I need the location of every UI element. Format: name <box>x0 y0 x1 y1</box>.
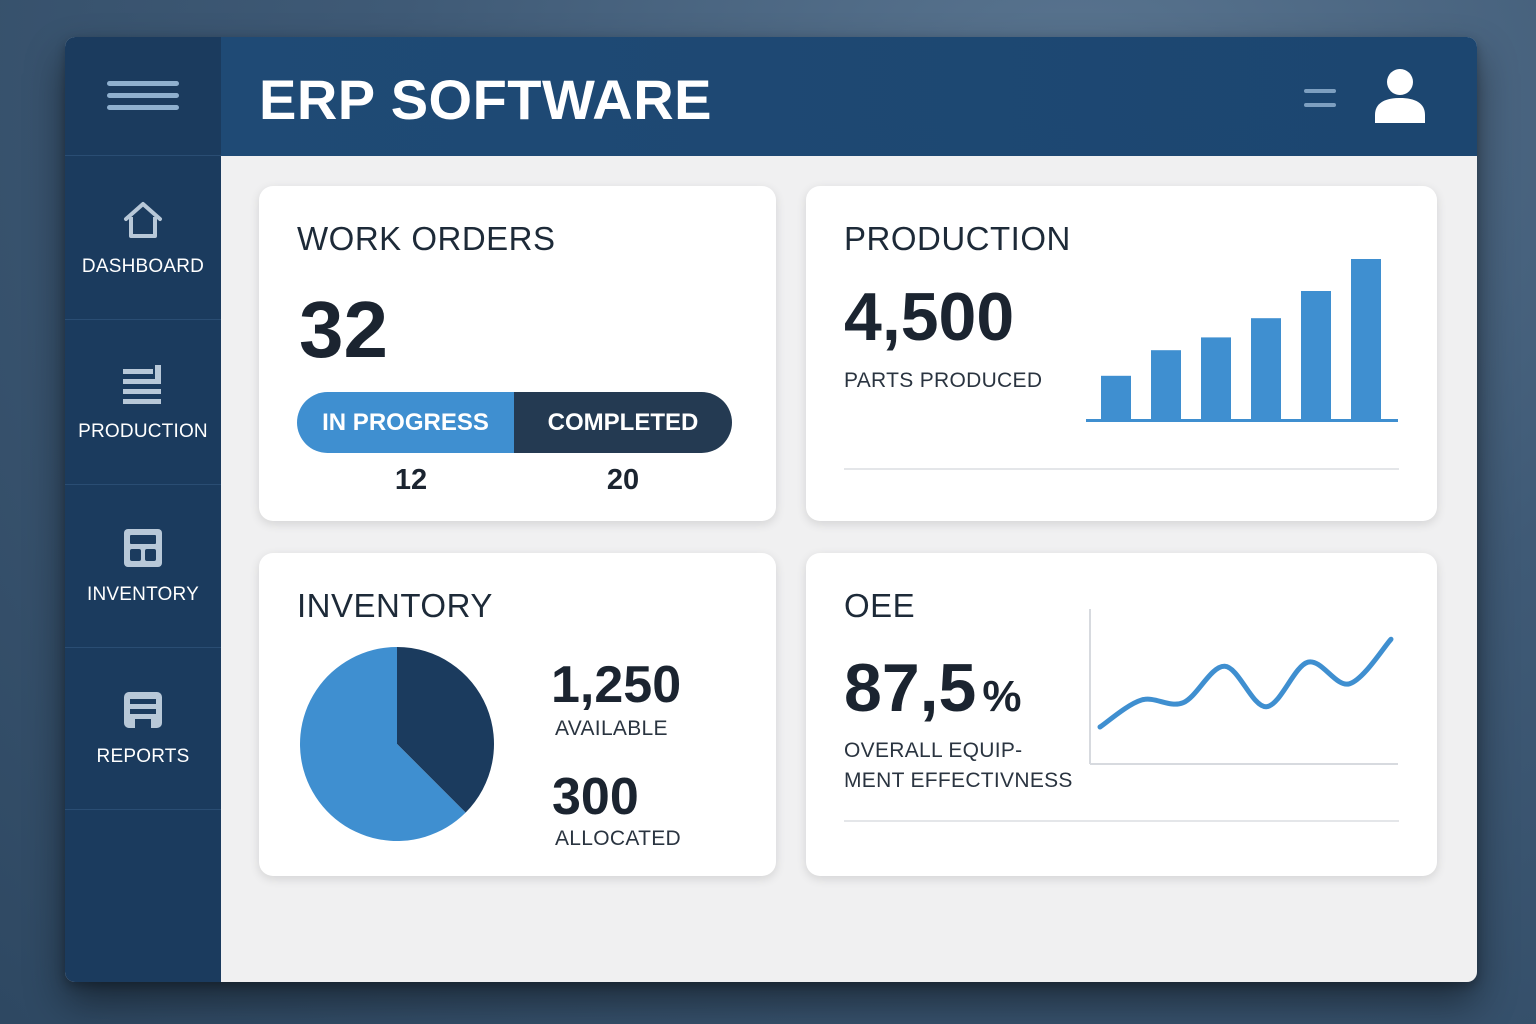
production-card: PRODUCTION 4,500 PARTS PRODUCED <box>806 186 1437 521</box>
production-bar <box>1151 350 1181 419</box>
parts-produced-label: PARTS PRODUCED <box>844 369 1043 392</box>
inventory-icon <box>124 529 162 567</box>
work-orders-card: WORK ORDERS 32 IN PROGRESS COMPLETED 12 … <box>259 186 776 521</box>
sidebar-item-dashboard[interactable]: DASHBOARD <box>65 157 221 320</box>
oee-trend-line <box>1097 636 1394 730</box>
oee-label-line1: OVERALL EQUIP- <box>844 739 1023 762</box>
app-title: ERP SOFTWARE <box>259 68 713 131</box>
home-icon <box>124 202 162 238</box>
oee-unit: % <box>982 672 1022 721</box>
production-bar-chart <box>1086 259 1398 422</box>
inventory-card: INVENTORY 1,250 AVAILABLE 300 ALLOCATED <box>259 553 776 876</box>
available-value: 1,250 <box>551 656 682 714</box>
hamburger-icon <box>107 81 179 111</box>
completed-segment[interactable]: COMPLETED <box>514 392 732 453</box>
production-bar <box>1101 375 1131 419</box>
card-title: OEE <box>844 587 916 624</box>
oee-card: OEE 87,5% OVERALL EQUIP- MENT EFFECTIVNE… <box>806 553 1437 876</box>
allocated-label: ALLOCATED <box>555 827 682 850</box>
oee-label-line2: MENT EFFECTIVNESS <box>844 769 1073 792</box>
hamburger-menu-button[interactable] <box>65 37 221 156</box>
production-bar <box>1351 259 1381 419</box>
card-divider <box>844 820 1399 822</box>
sidebar: DASHBOARD PRODUCTION INVENTORY <box>65 37 221 982</box>
sidebar-item-reports[interactable]: REPORTS <box>65 647 221 810</box>
inventory-pie-chart <box>299 647 494 841</box>
top-header: ERP SOFTWARE <box>221 37 1477 156</box>
oee-value: 87,5 <box>844 650 977 726</box>
oee-value-row: 87,5% <box>844 649 1021 727</box>
card-title: WORK ORDERS <box>297 220 556 257</box>
oee-line-chart <box>1089 609 1398 765</box>
card-title: INVENTORY <box>297 587 493 624</box>
sidebar-item-label: REPORTS <box>96 746 190 767</box>
reports-icon <box>124 692 162 728</box>
user-icon[interactable] <box>1373 67 1427 123</box>
header-menu-icon[interactable] <box>1304 89 1336 111</box>
allocated-value: 300 <box>552 768 639 826</box>
sidebar-item-production[interactable]: PRODUCTION <box>65 322 221 485</box>
production-icon <box>123 365 161 404</box>
sidebar-item-label: PRODUCTION <box>78 421 208 442</box>
status-segmented-control: IN PROGRESS COMPLETED <box>297 392 732 453</box>
pie-slice-available <box>299 647 466 841</box>
app-window: DASHBOARD PRODUCTION INVENTORY <box>65 37 1477 982</box>
sidebar-item-label: DASHBOARD <box>81 256 205 277</box>
production-bar <box>1301 291 1331 419</box>
card-divider <box>844 468 1399 470</box>
production-bar <box>1251 318 1281 419</box>
available-label: AVAILABLE <box>555 717 668 740</box>
card-title: PRODUCTION <box>844 220 1071 257</box>
sidebar-item-inventory[interactable]: INVENTORY <box>65 485 221 648</box>
work-orders-total: 32 <box>299 285 388 374</box>
sidebar-item-label: INVENTORY <box>87 584 199 605</box>
completed-value: 20 <box>606 464 640 496</box>
production-bar <box>1201 337 1231 419</box>
pie-slice-allocated <box>397 647 494 813</box>
in-progress-value: 12 <box>394 464 428 496</box>
parts-produced-value: 4,500 <box>844 279 1015 355</box>
in-progress-segment[interactable]: IN PROGRESS <box>297 392 514 453</box>
